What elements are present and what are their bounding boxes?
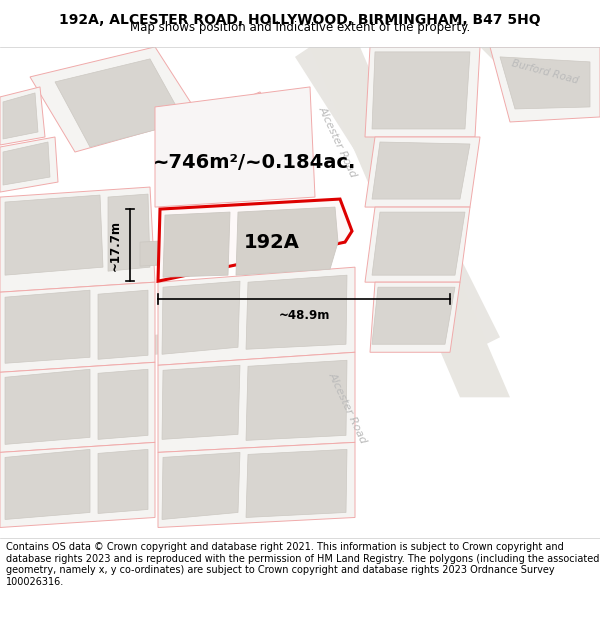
- Polygon shape: [5, 369, 90, 444]
- Text: ~48.9m: ~48.9m: [278, 309, 329, 322]
- Polygon shape: [236, 207, 338, 275]
- Polygon shape: [0, 187, 155, 292]
- Polygon shape: [365, 137, 480, 207]
- Text: ~746m²/~0.184ac.: ~746m²/~0.184ac.: [154, 152, 356, 171]
- Polygon shape: [0, 282, 155, 372]
- Text: Map shows position and indicative extent of the property.: Map shows position and indicative extent…: [130, 21, 470, 34]
- Polygon shape: [163, 212, 230, 277]
- Polygon shape: [372, 142, 470, 199]
- Polygon shape: [140, 241, 158, 266]
- Polygon shape: [98, 290, 148, 359]
- Polygon shape: [3, 142, 50, 185]
- Polygon shape: [0, 322, 310, 368]
- Polygon shape: [108, 194, 150, 271]
- Polygon shape: [500, 57, 590, 109]
- Polygon shape: [246, 275, 347, 349]
- Polygon shape: [0, 87, 45, 145]
- Text: Alcester Road: Alcester Road: [327, 370, 369, 444]
- Polygon shape: [372, 212, 465, 275]
- Polygon shape: [0, 442, 155, 528]
- Polygon shape: [30, 47, 200, 152]
- Polygon shape: [5, 449, 90, 519]
- Polygon shape: [158, 267, 355, 365]
- Polygon shape: [490, 47, 600, 122]
- Polygon shape: [162, 452, 240, 519]
- Polygon shape: [372, 52, 470, 129]
- Text: Alcester Road: Alcester Road: [317, 105, 359, 179]
- Polygon shape: [0, 137, 58, 192]
- Text: 192A, ALCESTER ROAD, HOLLYWOOD, BIRMINGHAM, B47 5HQ: 192A, ALCESTER ROAD, HOLLYWOOD, BIRMINGH…: [59, 13, 541, 27]
- Polygon shape: [0, 362, 155, 452]
- Polygon shape: [370, 282, 460, 352]
- Text: ~17.7m: ~17.7m: [109, 219, 122, 271]
- Polygon shape: [246, 360, 347, 441]
- Polygon shape: [158, 352, 355, 452]
- Text: 192A: 192A: [244, 232, 300, 252]
- Polygon shape: [55, 59, 185, 147]
- Polygon shape: [210, 102, 278, 165]
- Polygon shape: [365, 207, 470, 282]
- Polygon shape: [162, 281, 240, 354]
- Polygon shape: [310, 47, 510, 398]
- Polygon shape: [162, 365, 240, 439]
- Polygon shape: [155, 87, 315, 207]
- Polygon shape: [98, 369, 148, 439]
- Polygon shape: [158, 442, 355, 528]
- Polygon shape: [5, 195, 103, 275]
- Polygon shape: [98, 449, 148, 514]
- Text: Contains OS data © Crown copyright and database right 2021. This information is : Contains OS data © Crown copyright and d…: [6, 542, 599, 587]
- Polygon shape: [365, 47, 480, 137]
- Polygon shape: [372, 287, 455, 344]
- Polygon shape: [158, 199, 352, 281]
- Text: Burford Road: Burford Road: [511, 58, 580, 86]
- Polygon shape: [480, 47, 600, 107]
- Polygon shape: [246, 449, 347, 518]
- Polygon shape: [295, 47, 500, 348]
- Polygon shape: [3, 93, 38, 139]
- Polygon shape: [5, 290, 90, 363]
- Polygon shape: [200, 92, 290, 172]
